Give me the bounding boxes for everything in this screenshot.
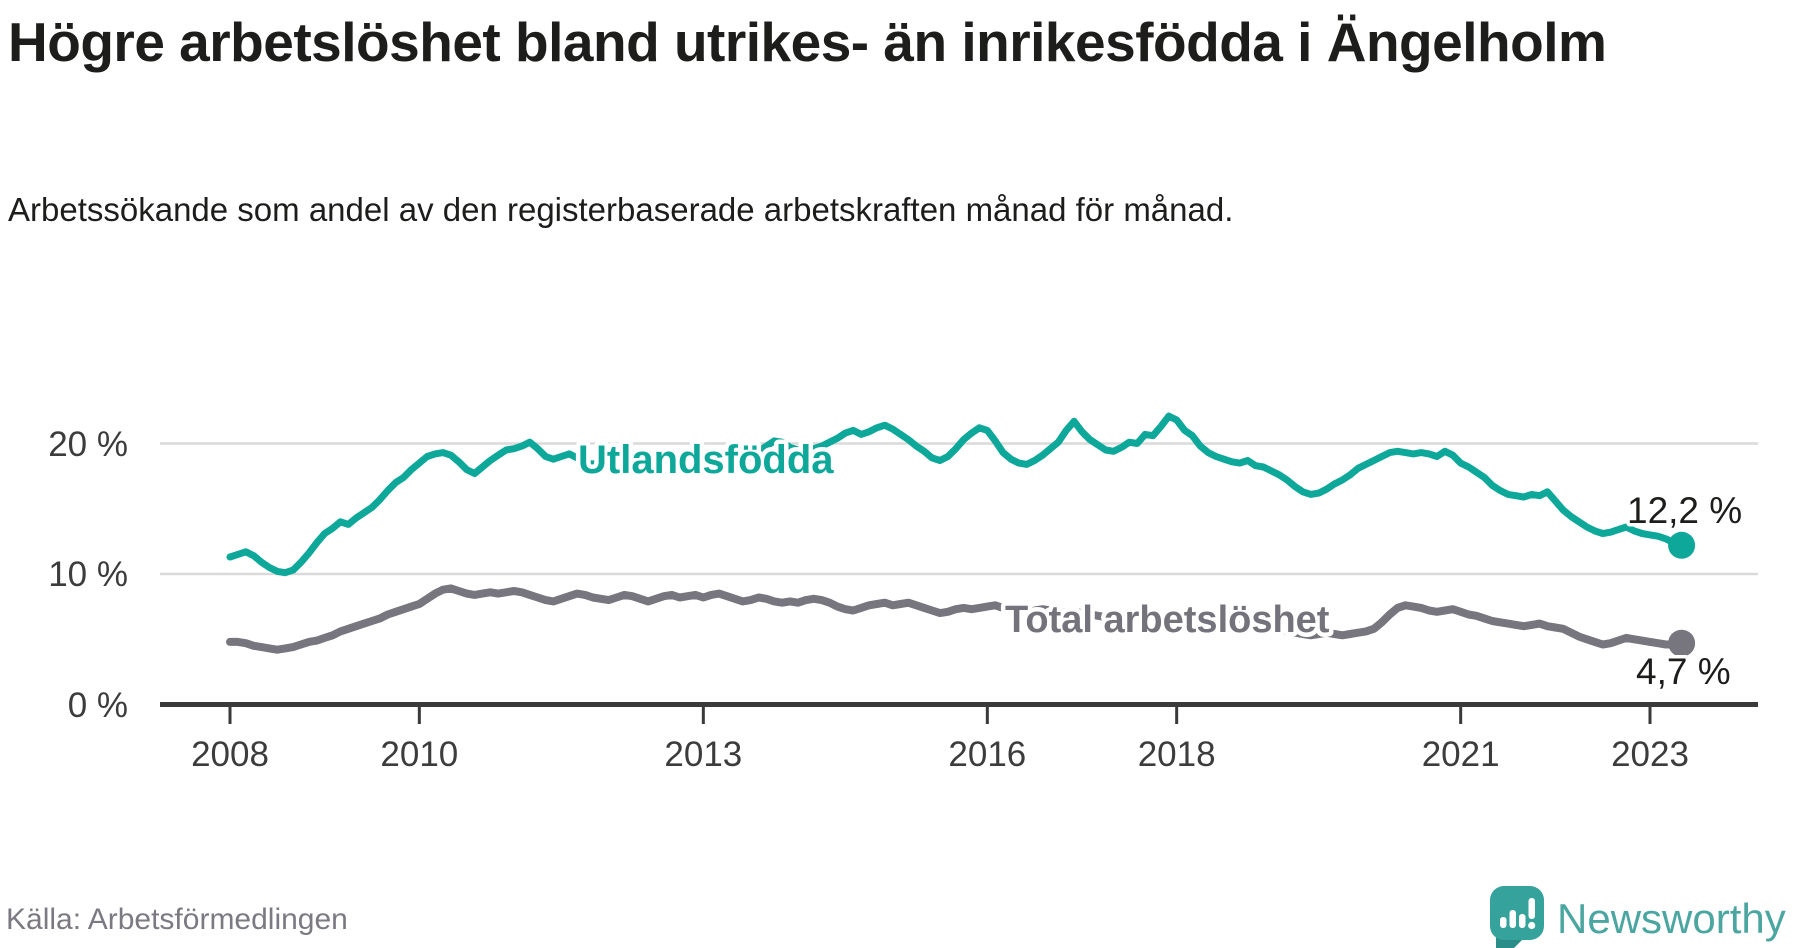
foreign-born-end-dot [1668, 531, 1696, 559]
x-tick-label-2018: 2018 [1138, 735, 1216, 774]
chart-subtitle: Arbetssökande som andel av den registerb… [8, 191, 1234, 228]
x-tick-label-2021: 2021 [1422, 735, 1500, 774]
x-tick-label-2013: 2013 [664, 735, 742, 774]
x-tick-label-2016: 2016 [948, 735, 1026, 774]
total-unemployment-line [226, 584, 1686, 654]
source-attribution: Källa: Arbetsförmedlingen [6, 903, 348, 936]
x-tick-label-2023: 2023 [1611, 735, 1689, 774]
y-tick-label-20: 20 % [48, 425, 128, 464]
logo-exclamation-bar [1528, 898, 1535, 919]
logo-bar-2 [1509, 910, 1516, 928]
y-tick-label-0: 0 % [68, 686, 128, 725]
x-axis-tick-labels: 2008 2010 2013 2016 2018 2021 2023 [191, 735, 1689, 774]
page-title: Högre arbetslöshet bland utrikes- än inr… [8, 11, 1607, 73]
total-unemployment-end-value: 4,7 % [1636, 651, 1731, 692]
logo-bubble-icon [1490, 886, 1544, 940]
x-axis-ticks [228, 707, 1652, 724]
foreign-born-end-value: 12,2 % [1627, 490, 1742, 531]
x-tick-label-2008: 2008 [191, 735, 269, 774]
newsworthy-logo: Newsworthy [1490, 886, 1786, 948]
logo-bar-3 [1519, 914, 1526, 928]
total-unemployment-series-label: Total arbetslöshet [1005, 599, 1330, 641]
logo-exclamation-dot [1528, 921, 1536, 930]
x-tick-label-2010: 2010 [380, 735, 458, 774]
newsworthy-wordmark: Newsworthy [1557, 895, 1786, 942]
foreign-born-series-label: Utlandsfödda [578, 438, 834, 482]
foreign-born-line [226, 412, 1686, 577]
logo-bar-1 [1500, 917, 1507, 928]
total-unemployment-end-dot [1668, 629, 1696, 657]
y-tick-label-10: 10 % [48, 555, 128, 594]
